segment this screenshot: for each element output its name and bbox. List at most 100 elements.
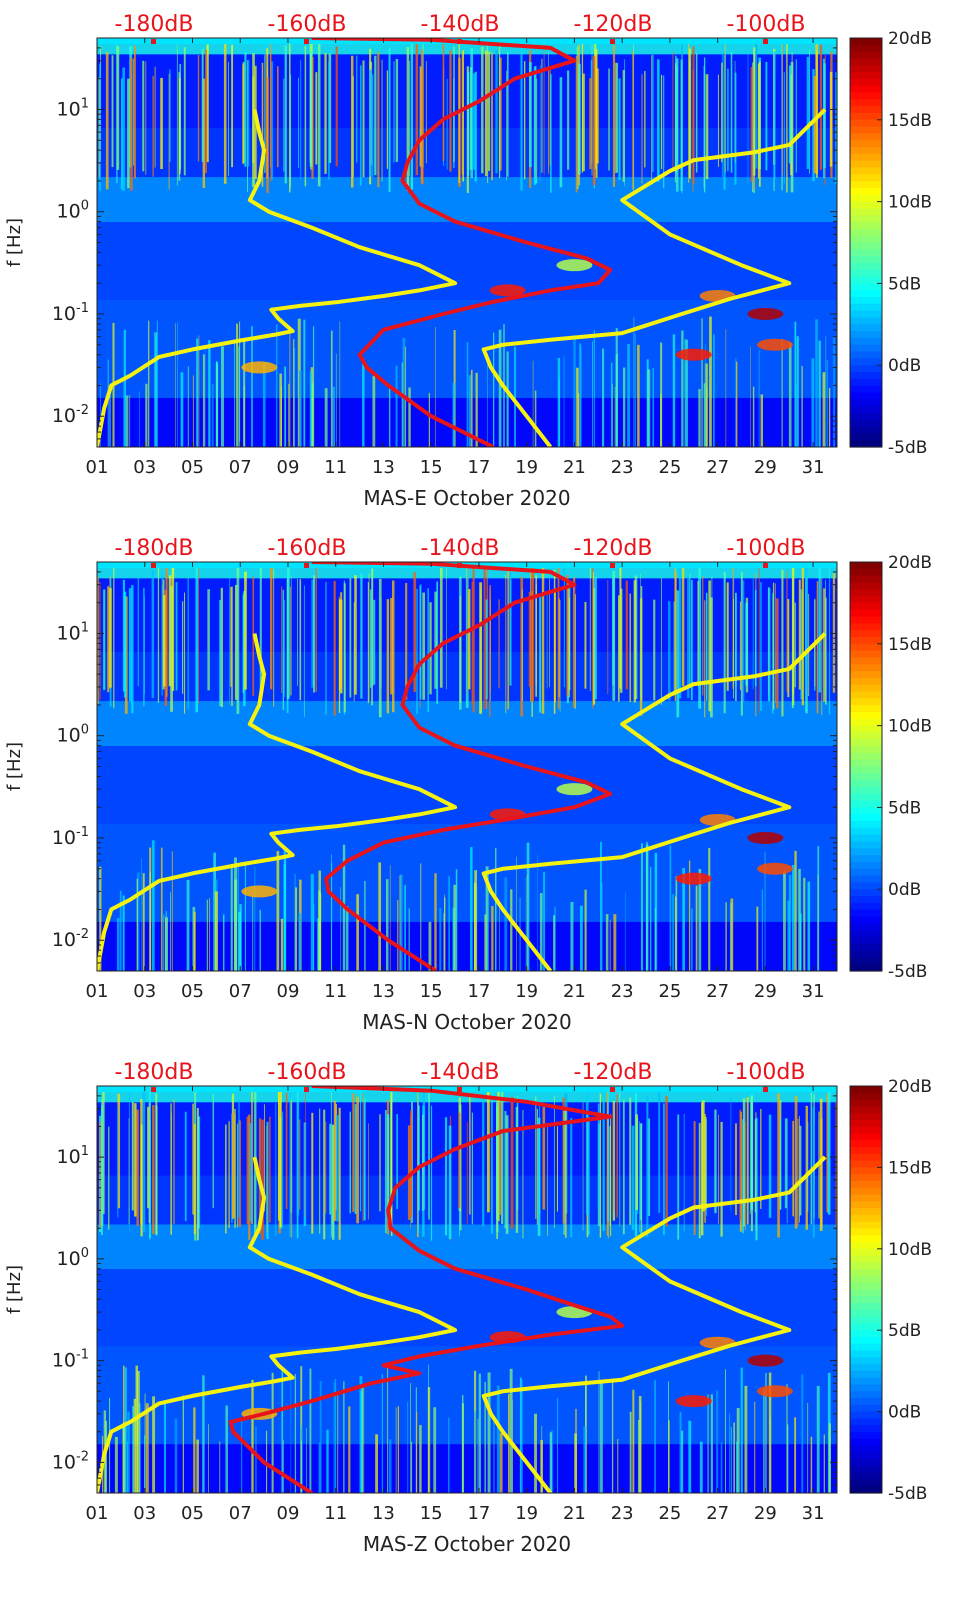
colorbar-step — [850, 228, 882, 237]
spectrogram-streak — [657, 59, 660, 182]
spectrogram-streak — [559, 600, 561, 712]
spectrogram-band — [97, 921, 837, 971]
spectrogram-streak — [340, 887, 341, 971]
x-tick-label: 03 — [133, 457, 156, 478]
spectrogram-streak — [490, 585, 491, 692]
spectrogram-streak — [816, 1385, 820, 1493]
spectrogram-streak — [782, 42, 783, 176]
spectrogram-streak — [371, 568, 373, 706]
colorbar-step — [850, 310, 882, 319]
spectrogram-streak — [283, 600, 285, 698]
spectrogram-streak — [772, 592, 774, 714]
spectrogram-streak — [599, 1093, 602, 1238]
spectrogram-streak — [119, 890, 122, 971]
spectrogram-streak — [231, 44, 234, 168]
spectrogram-streak — [582, 73, 585, 172]
top-db-tick-label: -120dB — [574, 536, 653, 561]
spectrogram-streak — [386, 70, 389, 169]
spectrogram-streak — [317, 39, 321, 187]
spectrogram-streak — [122, 895, 125, 971]
x-tick-label: 17 — [467, 981, 490, 1002]
spectrogram-streak — [108, 1126, 110, 1230]
spectrogram-hotspot — [556, 259, 593, 272]
colorbar-step — [850, 1472, 882, 1481]
spectrogram-streak — [674, 572, 677, 692]
spectrogram-streak — [653, 599, 656, 701]
colorbar-step — [850, 1255, 882, 1263]
colorbar-step — [850, 916, 882, 924]
colorbar-step — [850, 72, 882, 80]
spectrogram-streak — [315, 564, 317, 693]
spectrogram-streak — [127, 78, 130, 189]
y-tick-exponent: -2 — [76, 1449, 89, 1464]
spectrogram-streak — [127, 1411, 130, 1493]
spectrogram-streak — [386, 879, 389, 971]
spectrogram-streak — [767, 587, 771, 702]
spectrogram-streak — [634, 333, 636, 447]
spectrogram-streak — [736, 1441, 738, 1493]
spectrogram-streak — [585, 1088, 589, 1215]
spectrogram-streak — [786, 570, 788, 692]
colorbar-step — [850, 1214, 882, 1223]
colorbar-step — [850, 242, 882, 250]
spectrogram-streak — [335, 353, 337, 447]
spectrogram-streak — [294, 873, 296, 971]
colorbar-step — [850, 589, 882, 597]
spectrogram-streak — [448, 876, 450, 971]
spectrogram-streak — [492, 332, 495, 447]
top-db-tick-label: -100dB — [727, 1060, 806, 1085]
spectrogram-streak — [499, 1101, 502, 1215]
spectrogram-streak — [810, 1092, 813, 1225]
spectrogram-streak — [202, 78, 206, 188]
spectrogram-streak — [375, 1434, 379, 1493]
spectrogram-streak — [821, 577, 823, 716]
spectrogram-streak — [507, 1393, 510, 1493]
y-tick-label: 10-2 — [52, 1449, 89, 1473]
spectrogram-streak — [125, 395, 129, 447]
colorbar-tick-label: -5dB — [888, 962, 927, 982]
spectrogram-streak — [758, 350, 760, 447]
spectrogram-streak — [673, 601, 676, 694]
spectrogram-streak — [289, 330, 291, 447]
spectrogram-streak — [251, 326, 253, 447]
spectrogram-streak — [184, 592, 186, 714]
colorbar-step — [850, 385, 882, 394]
colorbar-step — [850, 950, 882, 958]
spectrogram-streak — [427, 1387, 431, 1493]
colorbar-step — [850, 643, 882, 652]
colorbar-step — [850, 1330, 882, 1338]
red-noise-curve — [228, 1086, 625, 1493]
spectrogram-streak — [580, 905, 583, 971]
colorbar-step — [850, 1479, 882, 1487]
colorbar-step — [850, 337, 882, 346]
spectrogram-streak — [635, 1114, 639, 1210]
spectrogram-streak — [298, 913, 302, 971]
colorbar-step — [850, 433, 882, 441]
spectrogram-streak — [652, 367, 655, 447]
spectrogram-streak — [612, 383, 613, 447]
spectrogram-streak — [213, 852, 216, 971]
spectrogram-streak — [303, 1122, 307, 1227]
spectrogram-streak — [557, 357, 561, 447]
spectrogram-streak — [632, 51, 634, 190]
spectrogram-streak — [704, 363, 708, 447]
spectrogram-streak — [462, 50, 464, 182]
spectrogram-streak — [491, 906, 494, 971]
red-noise-curve — [311, 562, 613, 971]
spectrogram-streak — [699, 1441, 703, 1493]
spectrogram-streak — [131, 585, 134, 714]
spectrogram-streak — [815, 41, 819, 175]
colorbar-step — [850, 160, 882, 169]
spectrogram-streak — [332, 1125, 334, 1223]
spectrogram-streak — [117, 1093, 121, 1209]
spectrogram-streak — [458, 1112, 461, 1209]
spectrogram-streak — [663, 1103, 665, 1235]
spectrogram-streak — [819, 44, 823, 170]
spectrogram-streak — [807, 1121, 809, 1212]
spectrogram-streak — [752, 386, 755, 447]
yellow-noise-model-high — [481, 632, 827, 971]
spectrogram-streak — [193, 911, 196, 971]
spectrogram-streak — [644, 71, 646, 168]
colorbar-step — [850, 1364, 882, 1372]
spectrogram-streak — [228, 1121, 230, 1228]
